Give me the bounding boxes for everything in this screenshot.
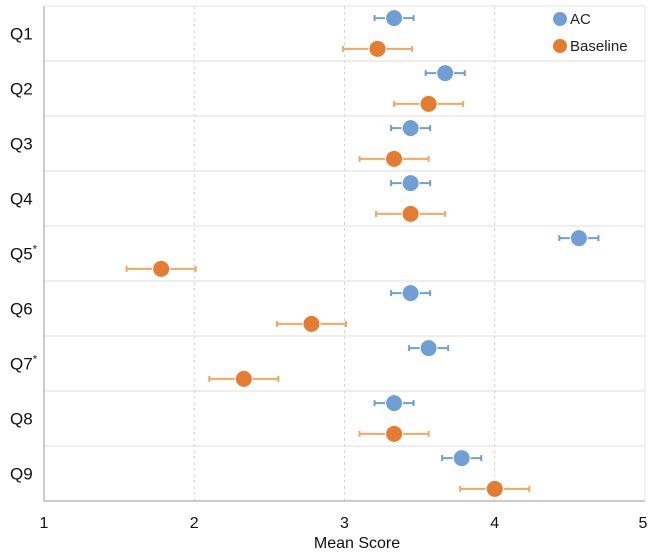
point-baseline [385, 149, 404, 168]
data-marks [125, 9, 600, 498]
point-baseline [401, 204, 420, 223]
x-tick-label: 2 [190, 515, 199, 532]
category-label-text: Q9 [10, 465, 33, 484]
point-ac [401, 284, 420, 303]
point-baseline [385, 424, 404, 443]
x-tick-labels: 1 2 3 4 5 [40, 515, 648, 532]
category-label: Q5* [10, 244, 38, 264]
category-label-superscript: * [33, 244, 38, 256]
category-label-text: Q5 [10, 245, 33, 264]
x-tick-label: 3 [340, 515, 349, 532]
point-ac [569, 229, 588, 248]
x-tick-label: 4 [490, 515, 499, 532]
point-ac [436, 64, 455, 83]
point-baseline [302, 314, 321, 333]
point-baseline [419, 94, 438, 113]
point-baseline [234, 369, 253, 388]
category-label: Q2 [10, 80, 33, 99]
point-ac [419, 339, 438, 358]
legend-marker-ac [553, 12, 567, 26]
point-baseline [152, 259, 171, 278]
legend-label-ac: AC [570, 11, 591, 28]
point-ac [401, 174, 420, 193]
category-label: Q6 [10, 300, 33, 319]
point-ac [385, 9, 404, 28]
category-label: Q4 [10, 190, 33, 209]
legend-label-baseline: Baseline [570, 38, 628, 55]
legend: AC Baseline [553, 11, 628, 55]
x-axis-title: Mean Score [314, 535, 400, 552]
plot-frame [43, 5, 646, 502]
category-label-text: Q8 [10, 410, 33, 429]
category-label-text: Q4 [10, 190, 33, 209]
category-label-text: Q3 [10, 135, 33, 154]
point-ac [385, 394, 404, 413]
category-label-text: Q1 [10, 25, 33, 44]
point-ac [452, 449, 471, 468]
category-label-superscript: * [33, 354, 38, 366]
category-label: Q8 [10, 410, 33, 429]
x-tick-label: 5 [639, 515, 648, 532]
category-label-text: Q2 [10, 80, 33, 99]
category-label: Q9 [10, 465, 33, 484]
row-dividers [44, 60, 645, 447]
x-tick-label: 1 [40, 515, 49, 532]
point-baseline [485, 479, 504, 498]
grid-layer [193, 6, 496, 501]
category-label-text: Q7 [10, 355, 33, 374]
category-label: Q1 [10, 25, 33, 44]
category-label: Q3 [10, 135, 33, 154]
category-label: Q7* [10, 354, 38, 374]
point-baseline [368, 39, 387, 58]
point-ac [401, 119, 420, 138]
category-label-text: Q6 [10, 300, 33, 319]
legend-marker-baseline [553, 39, 567, 53]
